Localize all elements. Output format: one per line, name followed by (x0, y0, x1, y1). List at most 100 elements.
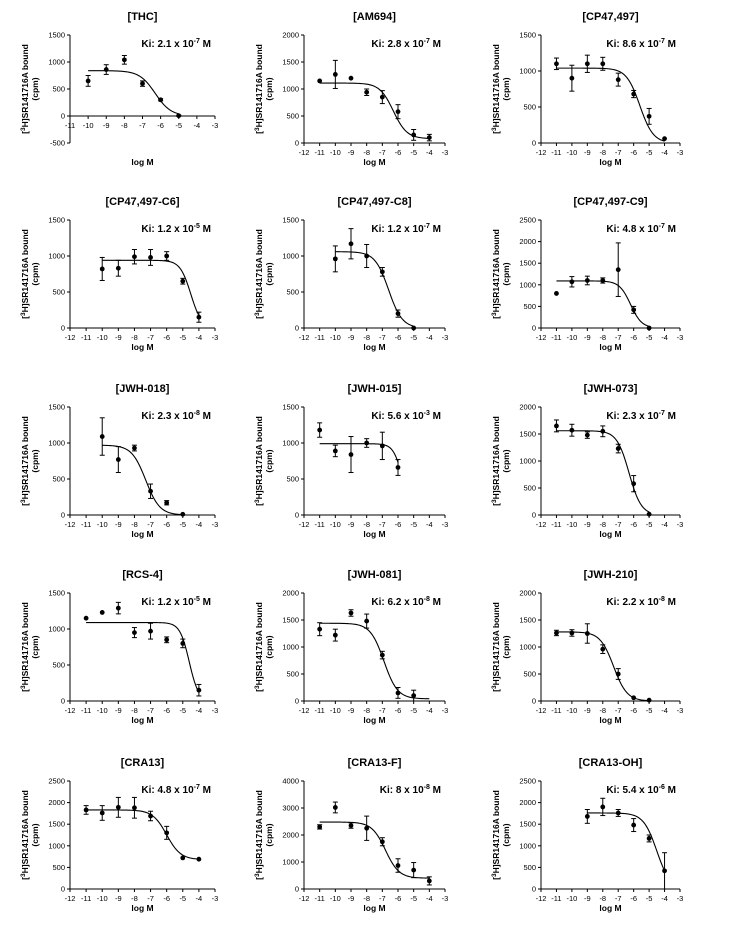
data-point (332, 448, 338, 454)
data-point (426, 878, 432, 884)
x-tick-label: -12 (65, 894, 76, 903)
x-tick-label: -11 (81, 706, 91, 715)
y-axis-label: [3H]SR141716A bound (254, 602, 264, 692)
x-tick-label: -8 (131, 333, 138, 342)
panel-title: [CRA13] (121, 757, 165, 769)
x-tick-label: -6 (395, 333, 402, 342)
data-point (364, 618, 370, 624)
y-tick-label: 1500 (48, 216, 65, 225)
data-point (148, 255, 153, 260)
panel-title: [CP47,497-C8] (338, 196, 412, 208)
y-tick-label: 500 (523, 863, 536, 872)
y-tick-label: 0 (532, 139, 536, 148)
panel-title: [CRA13-OH] (579, 757, 643, 769)
data-point (332, 72, 338, 77)
panel-title: [RCS-4] (122, 569, 163, 581)
x-tick-label: -7 (379, 333, 386, 342)
x-axis-label: log M (363, 529, 385, 539)
y-tick-label: 1000 (519, 643, 536, 652)
data-point (180, 278, 186, 284)
x-tick-label: -3 (212, 333, 219, 342)
x-tick-label: -11 (315, 894, 325, 903)
y-tick-label: 0 (532, 697, 536, 706)
fit-curve (556, 430, 650, 513)
x-tick-label: -5 (179, 706, 186, 715)
data-point (631, 307, 637, 313)
y-tick-label: 1500 (48, 31, 65, 40)
y-tick-label: 1500 (519, 259, 536, 268)
chart-panel: [RCS-4] Ki: 1.2 x 10-5 M 0 500 1000 1500 -12 -1… (20, 569, 218, 725)
fit-curve (556, 631, 650, 702)
ki-annotation: Ki: 2.2 x 10-8 M (606, 596, 676, 608)
data-point (631, 91, 637, 97)
data-point (646, 836, 652, 841)
y-axis-unit-label: (cpm) (501, 77, 511, 100)
x-tick-label: -4 (426, 706, 433, 715)
ki-annotation: Ki: 5.4 x 10-6 M (606, 784, 676, 796)
y-axis-unit-label: (cpm) (264, 449, 274, 472)
y-tick-label: 0 (532, 885, 536, 894)
data-point (317, 626, 323, 632)
data-point (103, 67, 109, 72)
y-tick-label: 0 (61, 885, 65, 894)
x-tick-label: -10 (566, 894, 577, 903)
y-tick-label: 1000 (282, 439, 299, 448)
ki-annotation: Ki: 8 x 10-8 M (380, 784, 441, 796)
chart-panel: [JWH-073] Ki: 2.3 x 10-7 M 0 500 1000 1500 200… (491, 383, 683, 539)
data-point (584, 61, 590, 67)
x-tick-label: -10 (330, 148, 341, 157)
x-tick-label: -11 (81, 333, 91, 342)
data-point (132, 254, 137, 260)
x-tick-label: -6 (395, 148, 402, 157)
x-tick-label: -11 (315, 148, 325, 157)
y-tick-label: 0 (61, 511, 65, 520)
y-tick-label: 0 (295, 885, 299, 894)
ki-annotation: Ki: 2.8 x 10-7 M (371, 38, 441, 50)
x-tick-label: -4 (661, 333, 668, 342)
x-tick-label: -8 (131, 520, 138, 529)
x-tick-label: -12 (65, 520, 76, 529)
x-tick-label: -9 (348, 333, 355, 342)
x-tick-label: -4 (426, 333, 433, 342)
x-tick-label: -11 (315, 333, 325, 342)
data-point (148, 628, 153, 634)
y-axis-label: [3H]SR141716A bound (254, 790, 264, 880)
data-point (176, 113, 182, 119)
y-axis-label: [3H]SR141716A bound (20, 790, 30, 880)
x-tick-label: -4 (661, 706, 668, 715)
data-point (364, 89, 370, 95)
data-point (348, 610, 354, 616)
y-tick-label: 1000 (519, 67, 536, 76)
x-tick-label: -8 (599, 706, 606, 715)
x-tick-label: -5 (410, 148, 417, 157)
x-tick-label: -3 (212, 894, 219, 903)
data-point (164, 253, 170, 259)
y-axis-label: [3H]SR141716A bound (20, 602, 30, 692)
x-tick-label: -4 (196, 706, 203, 715)
y-tick-label: 2500 (519, 777, 536, 786)
data-point (164, 830, 170, 836)
x-tick-label: -4 (661, 894, 668, 903)
data-point (115, 457, 121, 462)
y-tick-label: 500 (523, 302, 536, 311)
x-tick-label: -9 (115, 706, 122, 715)
fit-curve (319, 622, 430, 700)
data-point (631, 481, 637, 487)
x-tick-label: -10 (83, 121, 94, 130)
y-tick-label: 1000 (282, 252, 299, 261)
y-tick-label: 1000 (48, 58, 65, 67)
data-point (132, 630, 137, 635)
y-tick-label: 500 (523, 670, 536, 679)
x-axis-label: log M (599, 903, 621, 913)
x-tick-label: -6 (157, 121, 164, 130)
y-tick-label: 0 (61, 112, 65, 121)
x-axis-label: log M (599, 715, 621, 725)
x-tick-label: -7 (379, 706, 386, 715)
y-tick-label: 1000 (519, 280, 536, 289)
y-axis-unit-label: (cpm) (264, 77, 274, 100)
y-tick-label: 1000 (282, 85, 299, 94)
data-point (148, 488, 153, 494)
y-axis-unit-label: (cpm) (30, 449, 40, 472)
x-tick-label: -10 (97, 894, 108, 903)
chart-panel: [JWH-210] Ki: 2.2 x 10-8 M 0 500 1000 1500 200… (491, 569, 683, 725)
